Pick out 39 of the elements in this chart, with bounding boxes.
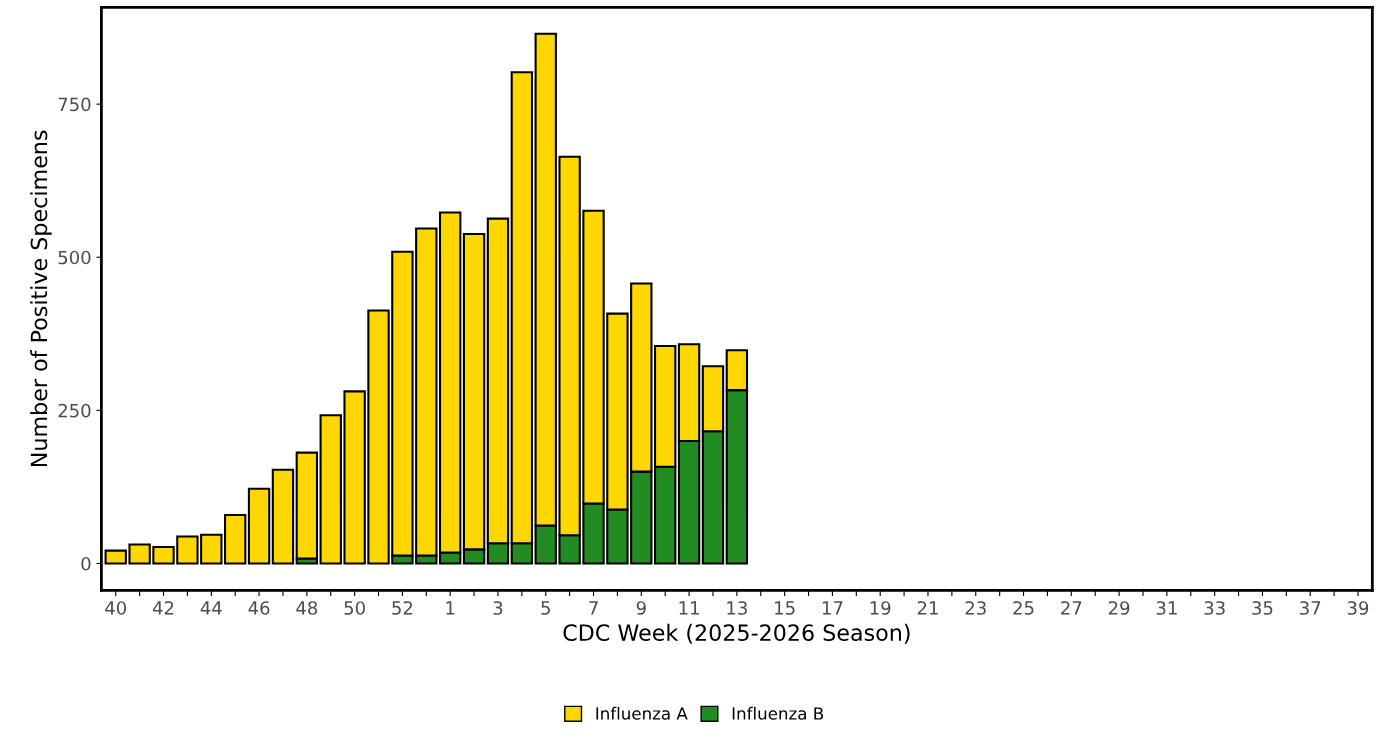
x-tick-label: 50	[344, 601, 365, 615]
x-tick-label: 13	[727, 601, 747, 615]
x-tick-label: 5	[541, 601, 550, 615]
x-tick-label: 1	[446, 601, 455, 615]
x-tick-label: 48	[296, 601, 318, 615]
bar	[295, 451, 319, 560]
y-tick-label: 250	[58, 403, 91, 418]
x-tick-label: 15	[775, 601, 795, 615]
x-tick-label: 7	[589, 601, 598, 615]
x-tick-label: 29	[1108, 601, 1130, 615]
y-tick-label: 750	[58, 97, 91, 112]
x-tick-label: 33	[1204, 601, 1225, 615]
x-tick-label: 40	[105, 601, 127, 615]
x-tick-label: 27	[1061, 601, 1082, 615]
x-tick-label: 37	[1300, 601, 1321, 615]
x-tick-label: 35	[1252, 601, 1273, 615]
x-tick-label: 44	[200, 601, 222, 615]
y-tick-label: 500	[58, 250, 91, 265]
x-tick-label: 11	[679, 601, 699, 615]
x-tick-label: 23	[965, 601, 986, 615]
bar	[223, 514, 247, 565]
legend-label: Influenza B	[732, 706, 824, 720]
y-tick-label: 0	[81, 556, 91, 571]
legend-label: Influenza A	[596, 706, 688, 720]
x-tick-label: 19	[870, 601, 891, 615]
x-tick-label: 25	[1013, 601, 1034, 615]
bar	[247, 487, 271, 565]
x-tick-label: 9	[636, 601, 646, 615]
bar	[271, 468, 295, 565]
x-tick-label: 52	[392, 601, 413, 615]
x-tick-label: 31	[1156, 601, 1177, 615]
y-axis-title: Number of Positive Specimens	[30, 130, 52, 467]
x-tick-label: 46	[248, 601, 270, 615]
x-tick-label: 39	[1347, 601, 1369, 615]
x-tick-label: 17	[822, 601, 843, 615]
x-tick-label: 3	[493, 601, 503, 615]
x-axis-title: CDC Week (2025-2026 Season)	[563, 623, 910, 644]
x-tick-label: 21	[917, 601, 938, 615]
x-tick-label: 42	[152, 601, 174, 615]
